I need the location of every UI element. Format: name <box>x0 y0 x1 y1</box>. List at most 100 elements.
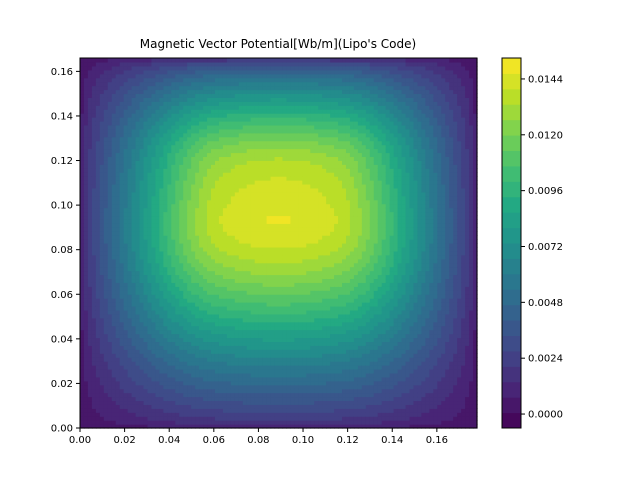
contour-cell <box>278 392 284 398</box>
contour-cell <box>119 345 125 350</box>
contour-cell <box>262 183 268 189</box>
contour-cell <box>115 325 121 331</box>
contour-cell <box>115 152 121 158</box>
contour-cell <box>159 235 164 240</box>
contour-cell <box>80 286 85 291</box>
contour-cell <box>211 274 216 280</box>
contour-cell <box>159 160 164 165</box>
contour-cell <box>155 420 160 425</box>
contour-cell <box>270 282 276 287</box>
contour-cell <box>262 309 268 315</box>
contour-cell <box>135 227 141 232</box>
contour-cell <box>278 400 284 405</box>
contour-cell <box>226 294 232 299</box>
contour-cell <box>151 365 157 370</box>
contour-cell <box>183 97 188 102</box>
contour-cell <box>195 368 200 374</box>
contour-cell <box>191 290 196 295</box>
contour-cell <box>171 113 176 118</box>
contour-cell <box>151 404 157 409</box>
contour-cell <box>211 176 216 181</box>
contour-cell <box>179 274 184 280</box>
contour-cell <box>143 219 149 224</box>
contour-cell <box>107 172 113 177</box>
contour-cell <box>151 416 157 421</box>
contour-cell <box>167 294 172 299</box>
contour-cell <box>242 349 248 354</box>
contour-cell <box>183 65 188 71</box>
contour-cell <box>107 168 113 173</box>
contour-cell <box>250 172 256 177</box>
contour-cell <box>111 199 117 205</box>
contour-cell <box>270 337 276 343</box>
contour-cell <box>226 384 232 390</box>
contour-cell <box>191 365 196 370</box>
contour-cell <box>230 219 236 224</box>
contour-cell <box>80 219 85 224</box>
contour-cell <box>175 113 180 118</box>
contour-cell <box>234 156 240 161</box>
contour-cell <box>131 309 137 315</box>
contour-cell <box>123 203 129 209</box>
contour-cell <box>226 219 232 224</box>
contour-cell <box>171 337 176 343</box>
contour-cell <box>99 329 105 335</box>
contour-cell <box>226 274 232 280</box>
contour-cell <box>211 180 216 185</box>
contour-cell <box>175 337 180 343</box>
contour-cell <box>83 203 89 209</box>
contour-cell <box>274 183 280 189</box>
contour-cell <box>99 73 105 79</box>
contour-cell <box>234 290 240 295</box>
contour-cell <box>270 132 276 138</box>
contour-cell <box>115 309 121 315</box>
contour-cell <box>242 262 248 268</box>
contour-cell <box>139 298 145 303</box>
contour-cell <box>226 341 232 346</box>
contour-cell <box>242 309 248 315</box>
contour-cell <box>155 101 160 106</box>
contour-cell <box>183 353 188 358</box>
contour-cell <box>95 168 101 173</box>
contour-cell <box>207 365 212 370</box>
contour-cell <box>199 191 204 197</box>
contour-cell <box>95 309 101 315</box>
contour-cell <box>123 128 129 134</box>
contour-cell <box>282 128 288 134</box>
contour-cell <box>238 341 244 346</box>
contour-cell <box>191 109 196 114</box>
contour-cell <box>155 329 160 335</box>
contour-cell <box>199 69 204 75</box>
contour-cell <box>135 325 141 331</box>
contour-cell <box>147 128 153 134</box>
contour-cell <box>171 168 176 173</box>
contour-cell <box>286 337 292 343</box>
contour-cell <box>290 396 295 402</box>
contour-cell <box>139 258 145 264</box>
contour-cell <box>107 392 113 398</box>
contour-cell <box>266 227 272 232</box>
contour-cell <box>95 58 101 63</box>
contour-cell <box>246 376 252 382</box>
contour-cell <box>242 89 248 95</box>
contour-cell <box>99 349 105 354</box>
contour-cell <box>191 183 196 189</box>
contour-cell <box>262 235 268 240</box>
contour-cell <box>167 183 172 189</box>
contour-cell <box>115 368 121 374</box>
contour-cell <box>107 313 113 319</box>
contour-cell <box>175 298 180 303</box>
contour-cell <box>282 156 288 161</box>
contour-cell <box>183 416 188 421</box>
contour-cell <box>87 341 93 346</box>
contour-cell <box>179 333 184 339</box>
contour-cell <box>286 302 292 307</box>
contour-cell <box>175 313 180 319</box>
contour-cell <box>270 380 276 386</box>
contour-cell <box>131 404 137 409</box>
contour-cell <box>155 274 160 280</box>
contour-cell <box>262 357 268 362</box>
contour-cell <box>187 404 192 409</box>
contour-cell <box>151 144 157 150</box>
contour-cell <box>238 136 244 142</box>
